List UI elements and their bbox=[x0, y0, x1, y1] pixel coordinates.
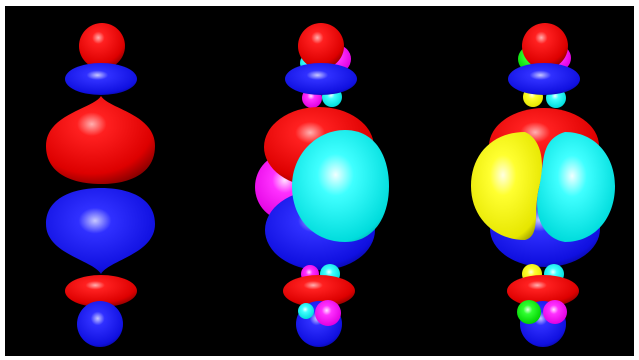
bottom-red-ring bbox=[507, 275, 579, 307]
yellow-lobe bbox=[471, 132, 543, 240]
top-red-lobe bbox=[522, 23, 568, 69]
top-blue-ring bbox=[508, 63, 580, 95]
upper-red-lobe bbox=[46, 96, 155, 184]
cyan-lobe bbox=[292, 130, 389, 242]
cyan-lobe bbox=[537, 132, 615, 242]
bottom-blue-lobe bbox=[77, 301, 123, 347]
orbital-model-2 bbox=[255, 23, 389, 347]
small-green-lobe bbox=[517, 300, 541, 324]
bottom-red-ring bbox=[283, 275, 355, 307]
orbital-renders bbox=[46, 23, 615, 347]
small-magenta-lobe bbox=[543, 300, 567, 324]
orbital-model-3 bbox=[471, 23, 615, 347]
orbital-model-1 bbox=[46, 23, 155, 347]
top-blue-ring bbox=[285, 63, 357, 95]
lower-blue-lobe bbox=[46, 188, 155, 274]
top-red-lobe bbox=[298, 23, 344, 69]
top-red-lobe bbox=[79, 23, 125, 69]
top-blue-ring bbox=[65, 63, 137, 95]
bottom-red-ring bbox=[65, 275, 137, 307]
small-cyan-lobe bbox=[298, 303, 314, 319]
render-viewport bbox=[5, 6, 634, 356]
small-magenta-lobe bbox=[315, 300, 341, 326]
